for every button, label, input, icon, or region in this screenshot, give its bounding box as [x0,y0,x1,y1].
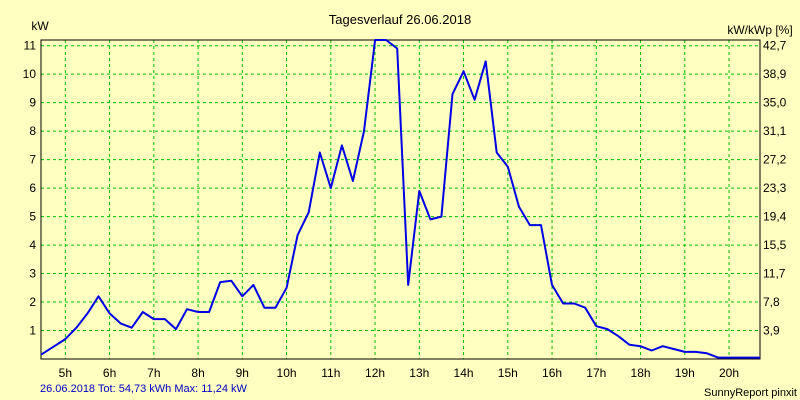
y-tick-label-left: 1 [29,324,36,338]
x-tick-label: 14h [454,366,474,380]
x-tick-label: 15h [498,366,518,380]
y-tick-label-left: 6 [29,181,36,195]
x-tick-label: 16h [542,366,562,380]
x-tick-label: 13h [409,366,429,380]
y-tick-label-right: 11,7 [763,267,786,281]
x-tick-label: 12h [365,366,385,380]
y-tick-label-left: 8 [29,124,36,138]
y-tick-label-left: 9 [29,96,36,110]
y-tick-label-left: 11 [24,39,37,53]
x-tick-label: 20h [719,366,739,380]
kw-series-line [40,39,760,359]
y-tick-label-left: 7 [29,153,36,167]
x-tick-label: 17h [586,366,606,380]
footer-credit: SunnyReport pinxit [704,387,797,399]
x-tick-label: 9h [236,366,249,380]
grid [41,40,760,359]
y-tick-label-right: 31,1 [763,124,787,138]
x-tick-label: 6h [103,366,116,380]
x-tick-label: 18h [631,366,651,380]
y-tick-label-left: 10 [23,67,37,81]
y-tick-label-right: 3,9 [763,324,780,338]
tick-labels: 5h 6h 7h 8h 9h 10h 11h 12h 13h 14h 15h 16h 17h 18h 19h… [23,39,787,380]
footer-summary: 26.06.2018 Tot: 54,73 kWh Max: 11,24 kW [40,383,247,395]
y-tick-label-right: 38,9 [763,67,787,81]
y-tick-label-left: 4 [29,238,36,252]
y-tick-label-right: 7,8 [763,295,780,309]
y-tick-label-right: 15,5 [763,238,787,252]
x-tick-label: 10h [277,366,297,380]
x-tick-label: 11h [321,366,340,380]
y-tick-label-right: 19,4 [763,210,787,224]
y-tick-label-right: 23,3 [763,181,787,195]
y-tick-label-left: 2 [29,295,36,309]
plot-frame [40,39,761,360]
y-axis-left-label: kW [31,19,49,33]
x-tick-label: 19h [675,366,695,380]
y-tick-label-right: 35,0 [763,96,787,110]
y-axis-right-label: kW/kWp [%] [727,23,792,37]
y-tick-label-right: 27,2 [763,153,787,167]
x-tick-label: 7h [147,366,160,380]
y-tick-label-left: 5 [29,210,36,224]
y-tick-label-right: 42,7 [763,39,787,53]
x-tick-label: 8h [191,366,204,380]
y-tick-label-left: 3 [29,267,36,281]
chart-title: Tagesverlauf 26.06.2018 [329,12,471,27]
x-tick-label: 5h [59,366,72,380]
